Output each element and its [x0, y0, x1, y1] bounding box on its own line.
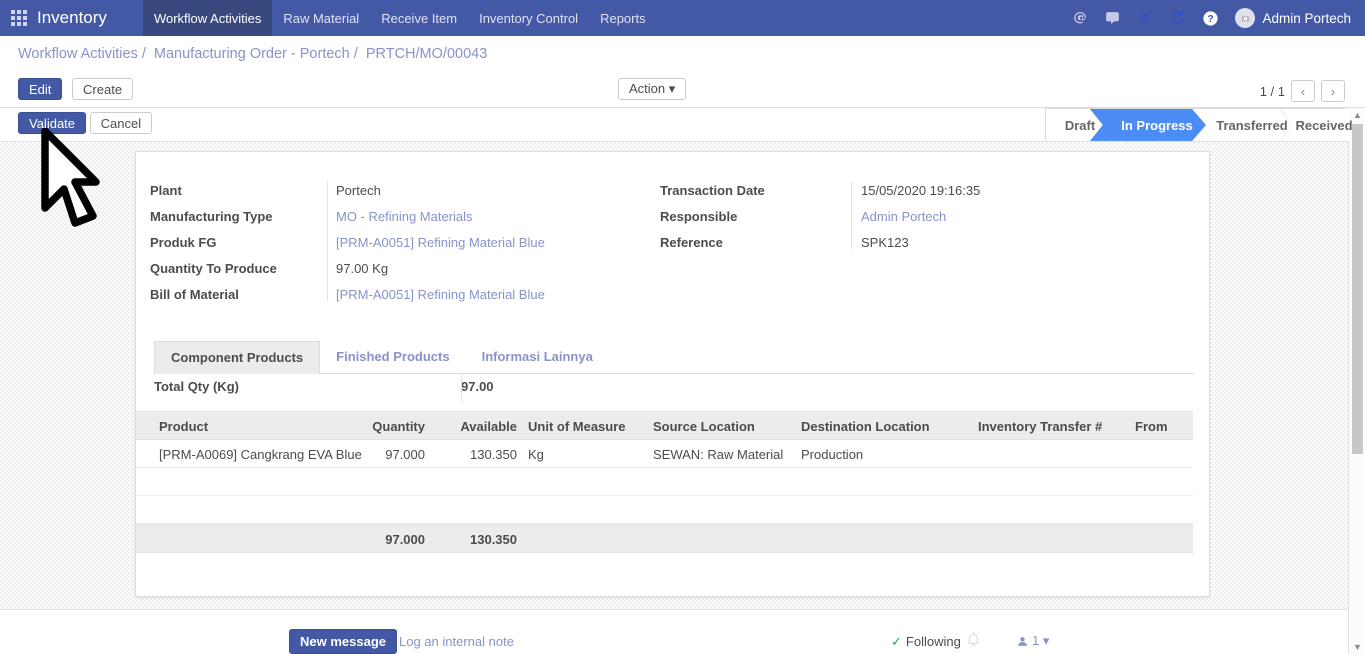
svg-text:?: ?: [1208, 14, 1214, 25]
